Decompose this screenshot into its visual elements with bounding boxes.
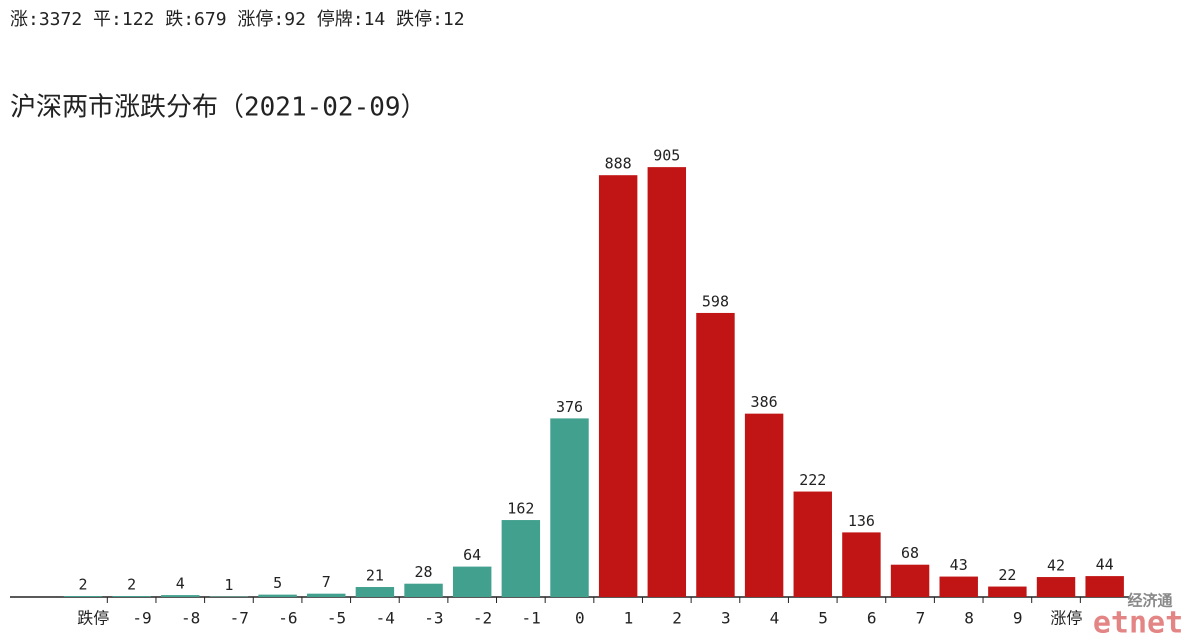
x-tick-label: 3	[721, 609, 731, 628]
value-label: 43	[950, 556, 968, 574]
bar	[939, 576, 978, 597]
x-tick-label: 8	[964, 609, 974, 628]
x-tick-label: -8	[181, 609, 200, 628]
x-tick-label: -2	[473, 609, 492, 628]
value-label: 68	[901, 544, 919, 562]
bar	[647, 167, 687, 597]
value-label: 376	[556, 398, 583, 416]
value-label: 21	[366, 567, 384, 585]
watermark-en: etnet	[1093, 606, 1182, 637]
value-label: 44	[1096, 556, 1114, 574]
x-tick-label: 0	[575, 609, 585, 628]
value-label: 222	[799, 471, 826, 489]
x-tick-label: 跌停	[77, 609, 109, 628]
bar	[744, 413, 784, 597]
watermark-cn: 经济通	[1127, 592, 1172, 610]
bar	[112, 596, 151, 597]
bar	[452, 566, 492, 597]
bar	[161, 595, 200, 597]
x-tick-label: 2	[672, 609, 682, 628]
value-label: 5	[273, 574, 282, 592]
value-label: 2	[78, 576, 87, 594]
x-tick-label: -1	[522, 609, 541, 628]
value-label: 598	[702, 292, 729, 310]
x-tick-label: 6	[867, 609, 877, 628]
bar	[258, 594, 297, 597]
chart-title: 沪深两市涨跌分布（2021-02-09）	[10, 93, 427, 123]
value-label: 64	[463, 546, 481, 564]
value-label: 42	[1047, 557, 1065, 575]
x-tick-label: -3	[424, 609, 443, 628]
bar	[501, 520, 541, 597]
x-tick-label: -9	[132, 609, 151, 628]
bar	[1036, 577, 1076, 597]
value-label: 905	[653, 147, 680, 165]
x-tick-label: -5	[327, 609, 346, 628]
x-tick-label: 9	[1013, 609, 1023, 628]
x-tick-label: -7	[230, 609, 249, 628]
bar	[696, 312, 735, 597]
bar	[598, 175, 638, 597]
value-label: 162	[507, 500, 534, 518]
bar	[550, 418, 589, 597]
bar	[890, 564, 930, 597]
bar	[793, 491, 832, 597]
value-label: 4	[176, 575, 185, 593]
x-tick-label: -4	[376, 609, 395, 628]
value-label: 22	[998, 566, 1016, 584]
value-label: 7	[322, 573, 331, 591]
bar	[307, 593, 346, 597]
bar	[1085, 576, 1124, 597]
value-label: 136	[848, 512, 875, 530]
value-label: 888	[605, 155, 632, 173]
x-tick-label: 1	[624, 609, 634, 628]
x-tick-label: 4	[770, 609, 780, 628]
value-label: 2	[127, 576, 136, 594]
summary: 涨:3372 平:122 跌:679 涨停:92 停牌:14 跌停:12	[10, 9, 465, 30]
value-label: 386	[751, 393, 778, 411]
bar	[355, 587, 395, 597]
bar	[988, 586, 1027, 597]
x-tick-label: 涨停	[1050, 609, 1082, 628]
value-label: 1	[224, 576, 233, 594]
x-tick-label: 7	[916, 609, 926, 628]
x-tick-label: 5	[818, 609, 828, 628]
bar	[404, 583, 443, 597]
bar	[63, 596, 103, 597]
bar	[842, 532, 881, 597]
x-tick-label: -6	[278, 609, 297, 628]
value-label: 28	[415, 563, 433, 581]
